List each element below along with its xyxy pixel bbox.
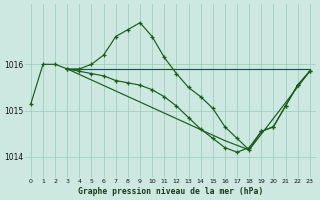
X-axis label: Graphe pression niveau de la mer (hPa): Graphe pression niveau de la mer (hPa) <box>78 187 263 196</box>
